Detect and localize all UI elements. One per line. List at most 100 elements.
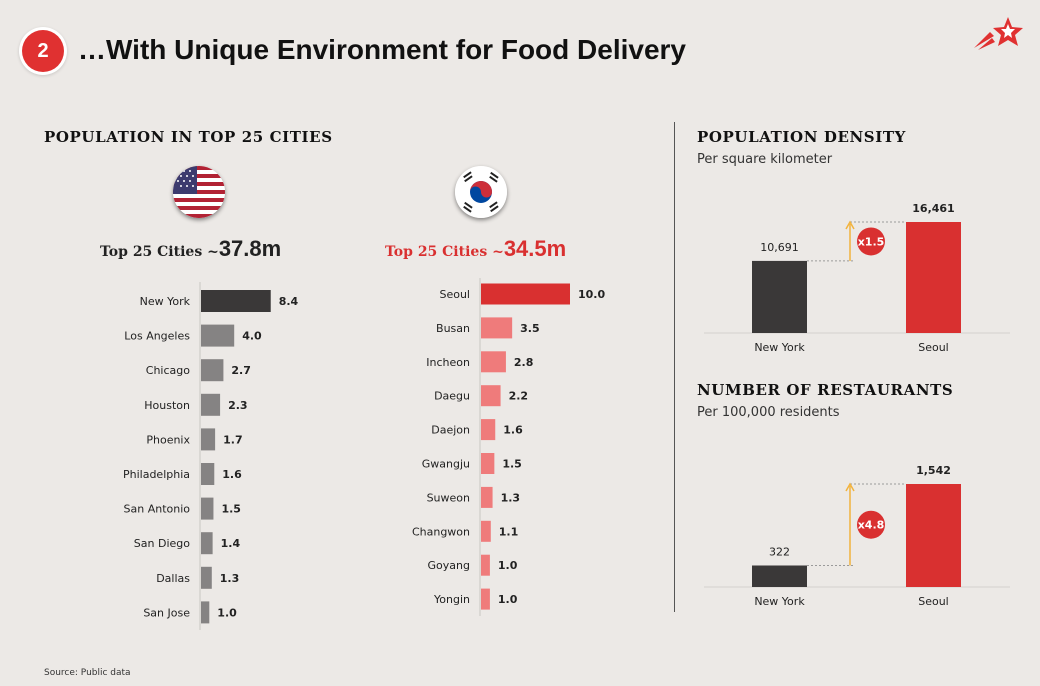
- city-bar: [481, 351, 506, 373]
- city-bar: [201, 359, 224, 382]
- value-label: 1.4: [221, 537, 241, 550]
- city-bar: [481, 486, 493, 508]
- city-bar: [201, 532, 213, 555]
- category-label: New York: [754, 341, 805, 354]
- city-label: San Jose: [143, 606, 190, 619]
- city-bar: [481, 453, 495, 474]
- city-label: Suweon: [427, 491, 470, 504]
- city-label: San Antonio: [124, 503, 191, 516]
- density-title: POPULATION DENSITY: [697, 128, 906, 146]
- city-label: Incheon: [426, 356, 470, 369]
- multiplier-badge: [857, 510, 885, 539]
- comparison-bar: [906, 222, 961, 333]
- city-label: Gwangju: [422, 458, 470, 471]
- value-label: 322: [769, 545, 790, 558]
- value-label: 1.1: [499, 525, 519, 538]
- us-total-value: 37.8m: [218, 236, 282, 261]
- city-label: Houston: [144, 399, 190, 412]
- value-label: 10,691: [760, 241, 799, 254]
- value-label: 1,542: [916, 464, 951, 477]
- comparison-bar: [752, 565, 807, 587]
- city-label: Goyang: [428, 559, 470, 572]
- city-label: Los Angeles: [124, 330, 190, 343]
- korea-flag-icon: [455, 166, 507, 218]
- arrow-head-icon: [845, 482, 855, 492]
- kr-total-label: Top 25 Cities: [385, 244, 493, 260]
- us-total: Top 25 Cities ~37.8m: [100, 236, 281, 262]
- kr-total-approx: ~: [492, 244, 504, 260]
- city-bar: [481, 283, 570, 305]
- city-bar: [201, 393, 221, 416]
- multiplier-badge: [857, 227, 885, 256]
- restaurants-subtitle: Per 100,000 residents: [697, 405, 840, 420]
- city-bar: [481, 385, 501, 407]
- category-label: Seoul: [918, 595, 949, 608]
- city-label: Daegu: [434, 390, 470, 403]
- city-label: Busan: [436, 322, 470, 335]
- value-label: 2.3: [228, 399, 248, 412]
- kr-total: Top 25 Cities ~34.5m: [385, 236, 566, 262]
- rocket-star-logo-icon: [974, 17, 1023, 50]
- us-total-approx: ~: [207, 244, 219, 260]
- city-bar: [201, 497, 214, 520]
- city-bar: [481, 419, 496, 441]
- slide-title: …With Unique Environment for Food Delive…: [78, 34, 687, 65]
- restaurants-title: NUMBER OF RESTAURANTS: [697, 381, 954, 399]
- value-label: 2.8: [514, 356, 534, 369]
- comparison-bar: [752, 260, 807, 333]
- kr-total-value: 34.5m: [503, 236, 567, 261]
- comparison-bar: [906, 484, 961, 587]
- value-label: 3.5: [520, 322, 540, 335]
- value-label: 10.0: [578, 288, 605, 301]
- value-label: 1.5: [502, 458, 521, 471]
- value-label: 8.4: [279, 295, 299, 308]
- kr-cities-bar-chart: Seoul 10.0 Busan 3.5 Incheon 2.8 Daegu 2.2 Daejo…: [412, 278, 605, 616]
- city-bar: [201, 601, 210, 624]
- us-cities-bar-chart: New York 8.4 Los Angeles 4.0 Chicago 2.7 Houst…: [123, 282, 299, 630]
- density-bar-chart: 10,691 New York 16,461 Seoul x1.5: [704, 202, 1010, 354]
- value-label: 2.2: [509, 390, 529, 403]
- city-label: San Diego: [134, 537, 190, 550]
- city-bar: [481, 588, 490, 610]
- category-label: Seoul: [918, 341, 949, 354]
- city-bar: [481, 317, 513, 339]
- city-bar: [201, 428, 216, 451]
- us-flag-icon: [173, 166, 225, 218]
- us-total-label: Top 25 Cities: [100, 244, 208, 260]
- restaurants-bar-chart: 322 New York 1,542 Seoul x4.8: [704, 464, 1010, 608]
- section-divider: [674, 122, 675, 612]
- multiplier-label: x4.8: [858, 519, 885, 532]
- city-bar: [201, 324, 235, 347]
- city-label: Daejon: [431, 424, 470, 437]
- slide-number-badge: 2: [22, 30, 64, 72]
- city-bar: [201, 566, 212, 589]
- value-label: 16,461: [912, 202, 954, 215]
- category-label: New York: [754, 595, 805, 608]
- value-label: 4.0: [242, 330, 262, 343]
- multiplier-label: x1.5: [858, 235, 885, 248]
- city-label: Phoenix: [146, 433, 190, 446]
- value-label: 1.0: [498, 559, 518, 572]
- value-label: 1.5: [221, 503, 241, 516]
- city-bar: [201, 290, 271, 312]
- source-note: Source: Public data: [44, 668, 131, 678]
- value-label: 1.7: [223, 433, 243, 446]
- value-label: 1.0: [498, 593, 518, 606]
- city-label: Seoul: [439, 288, 470, 301]
- value-label: 1.6: [222, 468, 242, 481]
- city-label: Chicago: [146, 364, 190, 377]
- value-label: 1.6: [503, 424, 523, 437]
- city-label: New York: [140, 295, 191, 308]
- city-label: Changwon: [412, 525, 470, 538]
- city-label: Yongin: [433, 593, 470, 606]
- value-label: 1.3: [220, 572, 240, 585]
- density-subtitle: Per square kilometer: [697, 152, 833, 167]
- city-bar: [481, 554, 490, 576]
- value-label: 1.3: [501, 491, 521, 504]
- city-bar: [201, 463, 215, 485]
- value-label: 1.0: [217, 606, 237, 619]
- city-label: Dallas: [156, 572, 190, 585]
- city-bar: [481, 520, 491, 542]
- arrow-head-icon: [845, 220, 855, 230]
- value-label: 2.7: [231, 364, 251, 377]
